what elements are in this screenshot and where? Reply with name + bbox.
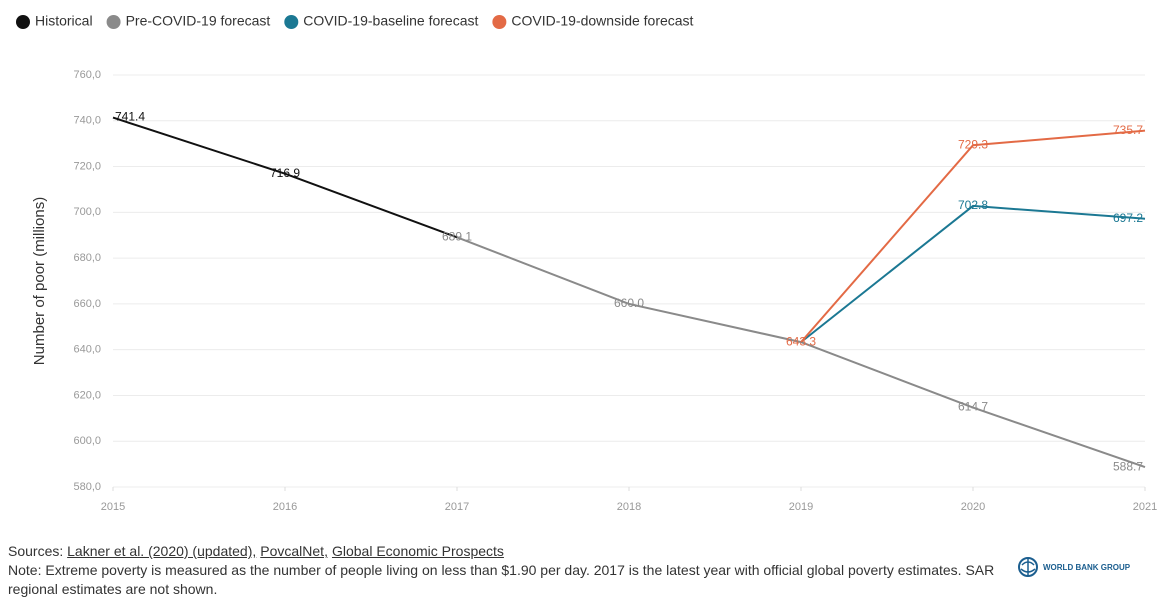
y-tick-label: 760,0 — [73, 69, 101, 81]
legend-swatch — [16, 15, 30, 29]
y-tick-label: 620,0 — [73, 389, 101, 401]
legend-label: COVID-19-downside forecast — [511, 13, 693, 29]
legend-label: COVID-19-baseline forecast — [303, 13, 478, 29]
data-label: 741.4 — [115, 110, 145, 124]
logo: WORLD BANK GROUP — [1017, 556, 1130, 578]
legend-label: Pre-COVID-19 forecast — [126, 13, 271, 29]
y-tick-label: 680,0 — [73, 252, 101, 264]
source-links: Lakner et al. (2020) (updated), PovcalNet… — [67, 543, 508, 559]
data-label: 729.3 — [958, 137, 988, 151]
series-line — [800, 129, 1146, 343]
y-tick-label: 660,0 — [73, 298, 101, 310]
note: Note: Extreme poverty is measured as the… — [8, 562, 995, 597]
y-tick-label: 640,0 — [73, 344, 101, 356]
data-label: 660.0 — [614, 296, 644, 310]
y-axis-title: Number of poor (millions) — [31, 197, 48, 365]
data-label: 702.8 — [958, 198, 988, 212]
x-tick-label: 2017 — [445, 501, 469, 513]
source-link[interactable]: Lakner et al. (2020) (updated), — [67, 543, 257, 559]
series-line — [456, 236, 1146, 469]
x-tick-label: 2019 — [789, 501, 813, 513]
data-label: 588.7 — [1113, 459, 1143, 473]
data-label: 643.3 — [786, 334, 816, 348]
sources-label: Sources: — [8, 543, 64, 559]
x-tick-label: 2021 — [1133, 501, 1157, 513]
footer: Sources: Lakner et al. (2020) (updated),… — [8, 542, 998, 599]
data-label: 716.9 — [270, 166, 300, 180]
y-tick-label: 740,0 — [73, 115, 101, 127]
x-tick-label: 2015 — [101, 501, 125, 513]
data-label: 697.2 — [1113, 211, 1143, 225]
legend-label: Historical — [35, 13, 93, 29]
x-tick-label: 2018 — [617, 501, 641, 513]
data-label: 735.7 — [1113, 123, 1143, 137]
logo-text: WORLD BANK GROUP — [1043, 562, 1131, 572]
data-label: 689.1 — [442, 229, 472, 243]
series-line — [112, 116, 458, 239]
y-tick-label: 700,0 — [73, 206, 101, 218]
y-tick-label: 720,0 — [73, 160, 101, 172]
y-tick-label: 580,0 — [73, 481, 101, 493]
legend-swatch — [284, 15, 299, 29]
x-tick-label: 2020 — [961, 501, 985, 513]
legend-swatch — [106, 15, 121, 29]
logo-globe — [1018, 557, 1038, 577]
sources: Sources: Lakner et al. (2020) (updated),… — [8, 542, 998, 561]
data-label: 614.7 — [958, 400, 988, 414]
legend-swatch — [492, 15, 507, 29]
chart: Number of poor (millions) 580,0 600,0 620,… — [16, 13, 1157, 513]
series-line — [800, 204, 1146, 343]
y-tick-label: 600,0 — [73, 435, 101, 447]
source-link[interactable]: PovcalNet, — [260, 543, 328, 559]
source-link[interactable]: Global Economic Prospects — [331, 543, 504, 559]
x-tick-label: 2016 — [273, 501, 297, 513]
